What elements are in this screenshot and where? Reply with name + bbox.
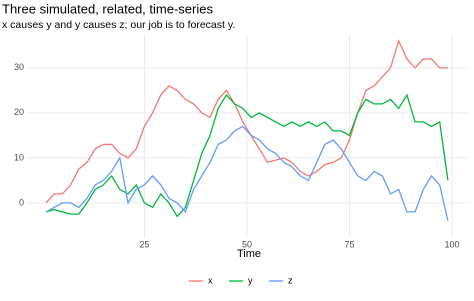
x-tick-label: 75 (344, 239, 354, 249)
series-line (45, 93, 449, 218)
x-tick-label: 50 (242, 239, 252, 249)
x-axis-title: Time (237, 248, 261, 260)
x-tick-label: 25 (139, 239, 149, 249)
chart-subtitle: x causes y and y causes z; our job is to… (2, 19, 235, 31)
x-tick-label: 100 (444, 239, 459, 249)
legend-label: z (288, 275, 293, 285)
y-tick-label: 20 (14, 107, 24, 117)
series-line (45, 39, 448, 204)
y-tick-label: 10 (14, 152, 24, 162)
legend-label: x (208, 275, 213, 285)
legend-label: y (248, 275, 253, 285)
chart-title: Three simulated, related, time-series (2, 1, 213, 16)
y-tick-label: 30 (14, 62, 24, 72)
series-line (45, 125, 449, 222)
y-tick-label: 0 (19, 197, 24, 207)
